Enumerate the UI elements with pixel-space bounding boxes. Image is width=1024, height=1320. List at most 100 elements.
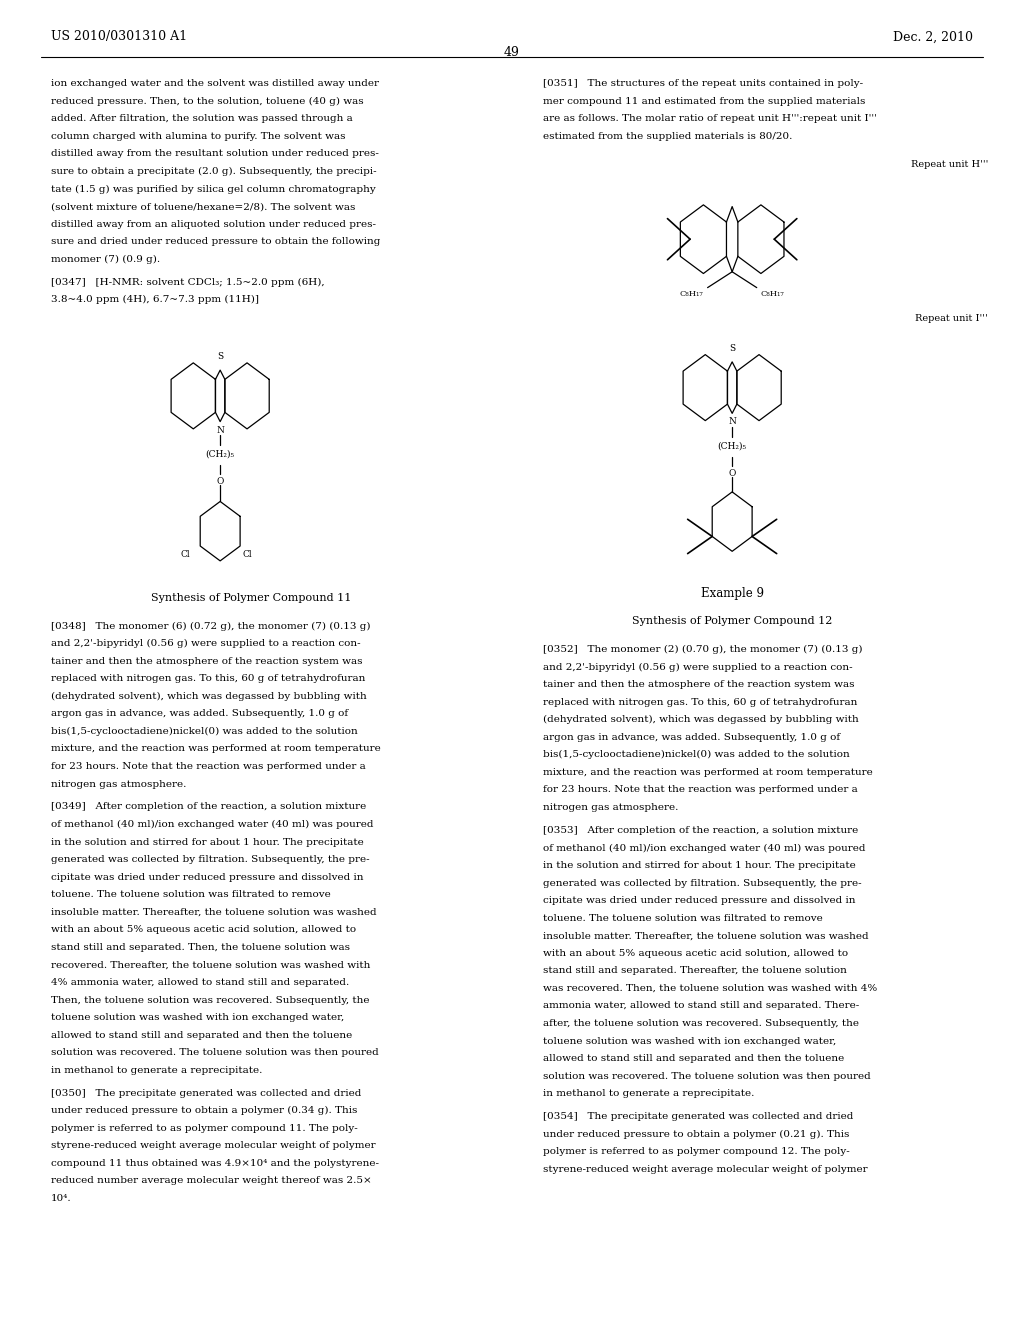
Text: for 23 hours. Note that the reaction was performed under a: for 23 hours. Note that the reaction was… — [543, 785, 857, 795]
Text: mixture, and the reaction was performed at room temperature: mixture, and the reaction was performed … — [543, 768, 872, 777]
Text: [0353]   After completion of the reaction, a solution mixture: [0353] After completion of the reaction,… — [543, 826, 858, 834]
Text: C₈H₁₇: C₈H₁₇ — [680, 290, 703, 298]
Text: O: O — [728, 469, 736, 478]
Text: generated was collected by filtration. Subsequently, the pre-: generated was collected by filtration. S… — [543, 879, 861, 887]
Text: distilled away from the resultant solution under reduced pres-: distilled away from the resultant soluti… — [51, 149, 379, 158]
Text: bis(1,5-cyclooctadiene)nickel(0) was added to the solution: bis(1,5-cyclooctadiene)nickel(0) was add… — [543, 750, 850, 759]
Text: 49: 49 — [504, 46, 520, 59]
Text: (dehydrated solvent), which was degassed by bubbling with: (dehydrated solvent), which was degassed… — [543, 715, 858, 725]
Text: estimated from the supplied materials is 80/20.: estimated from the supplied materials is… — [543, 132, 793, 141]
Text: toluene solution was washed with ion exchanged water,: toluene solution was washed with ion exc… — [543, 1036, 836, 1045]
Text: [0348]   The monomer (6) (0.72 g), the monomer (7) (0.13 g): [0348] The monomer (6) (0.72 g), the mon… — [51, 622, 371, 631]
Text: replaced with nitrogen gas. To this, 60 g of tetrahydrofuran: replaced with nitrogen gas. To this, 60 … — [51, 675, 366, 684]
Text: tainer and then the atmosphere of the reaction system was: tainer and then the atmosphere of the re… — [543, 680, 854, 689]
Text: toluene. The toluene solution was filtrated to remove: toluene. The toluene solution was filtra… — [543, 913, 822, 923]
Text: in the solution and stirred for about 1 hour. The precipitate: in the solution and stirred for about 1 … — [51, 837, 364, 846]
Text: reduced number average molecular weight thereof was 2.5×: reduced number average molecular weight … — [51, 1176, 372, 1185]
Text: replaced with nitrogen gas. To this, 60 g of tetrahydrofuran: replaced with nitrogen gas. To this, 60 … — [543, 698, 857, 706]
Text: styrene-reduced weight average molecular weight of polymer: styrene-reduced weight average molecular… — [543, 1164, 867, 1173]
Text: allowed to stand still and separated and then the toluene: allowed to stand still and separated and… — [51, 1031, 352, 1040]
Text: S: S — [729, 343, 735, 352]
Text: [0351]   The structures of the repeat units contained in poly-: [0351] The structures of the repeat unit… — [543, 79, 863, 88]
Text: added. After filtration, the solution was passed through a: added. After filtration, the solution wa… — [51, 115, 353, 123]
Text: after, the toluene solution was recovered. Subsequently, the: after, the toluene solution was recovere… — [543, 1019, 859, 1028]
Text: toluene solution was washed with ion exchanged water,: toluene solution was washed with ion exc… — [51, 1012, 344, 1022]
Text: reduced pressure. Then, to the solution, toluene (40 g) was: reduced pressure. Then, to the solution,… — [51, 96, 364, 106]
Text: distilled away from an aliquoted solution under reduced pres-: distilled away from an aliquoted solutio… — [51, 219, 376, 228]
Text: (solvent mixture of toluene/hexane=2/8). The solvent was: (solvent mixture of toluene/hexane=2/8).… — [51, 202, 355, 211]
Text: was recovered. Then, the toluene solution was washed with 4%: was recovered. Then, the toluene solutio… — [543, 983, 877, 993]
Text: monomer (7) (0.9 g).: monomer (7) (0.9 g). — [51, 255, 161, 264]
Text: (CH₂)₅: (CH₂)₅ — [718, 441, 746, 450]
Text: polymer is referred to as polymer compound 12. The poly-: polymer is referred to as polymer compou… — [543, 1147, 850, 1156]
Text: solution was recovered. The toluene solution was then poured: solution was recovered. The toluene solu… — [543, 1072, 870, 1081]
Text: sure to obtain a precipitate (2.0 g). Subsequently, the precipi-: sure to obtain a precipitate (2.0 g). Su… — [51, 168, 377, 176]
Text: [0350]   The precipitate generated was collected and dried: [0350] The precipitate generated was col… — [51, 1089, 361, 1098]
Text: allowed to stand still and separated and then the toluene: allowed to stand still and separated and… — [543, 1055, 844, 1063]
Text: mer compound 11 and estimated from the supplied materials: mer compound 11 and estimated from the s… — [543, 96, 865, 106]
Text: Example 9: Example 9 — [700, 587, 764, 599]
Text: ammonia water, allowed to stand still and separated. There-: ammonia water, allowed to stand still an… — [543, 1002, 859, 1010]
Text: Cl: Cl — [180, 550, 190, 558]
Text: with an about 5% aqueous acetic acid solution, allowed to: with an about 5% aqueous acetic acid sol… — [51, 925, 356, 935]
Text: argon gas in advance, was added. Subsequently, 1.0 g of: argon gas in advance, was added. Subsequ… — [543, 733, 840, 742]
Text: Then, the toluene solution was recovered. Subsequently, the: Then, the toluene solution was recovered… — [51, 995, 370, 1005]
Text: S: S — [217, 352, 223, 360]
Text: with an about 5% aqueous acetic acid solution, allowed to: with an about 5% aqueous acetic acid sol… — [543, 949, 848, 958]
Text: generated was collected by filtration. Subsequently, the pre-: generated was collected by filtration. S… — [51, 855, 370, 865]
Text: [0354]   The precipitate generated was collected and dried: [0354] The precipitate generated was col… — [543, 1111, 853, 1121]
Text: nitrogen gas atmosphere.: nitrogen gas atmosphere. — [543, 803, 678, 812]
Text: US 2010/0301310 A1: US 2010/0301310 A1 — [51, 30, 187, 44]
Text: and 2,2'-bipyridyl (0.56 g) were supplied to a reaction con-: and 2,2'-bipyridyl (0.56 g) were supplie… — [51, 639, 360, 648]
Text: tate (1.5 g) was purified by silica gel column chromatography: tate (1.5 g) was purified by silica gel … — [51, 185, 376, 194]
Text: [0347]   [H-NMR: solvent CDCl₃; 1.5~2.0 ppm (6H),: [0347] [H-NMR: solvent CDCl₃; 1.5~2.0 pp… — [51, 277, 325, 286]
Text: mixture, and the reaction was performed at room temperature: mixture, and the reaction was performed … — [51, 744, 381, 754]
Text: recovered. Thereafter, the toluene solution was washed with: recovered. Thereafter, the toluene solut… — [51, 961, 371, 969]
Text: Dec. 2, 2010: Dec. 2, 2010 — [893, 30, 973, 44]
Text: (dehydrated solvent), which was degassed by bubbling with: (dehydrated solvent), which was degassed… — [51, 692, 367, 701]
Text: for 23 hours. Note that the reaction was performed under a: for 23 hours. Note that the reaction was… — [51, 762, 366, 771]
Text: of methanol (40 ml)/ion exchanged water (40 ml) was poured: of methanol (40 ml)/ion exchanged water … — [543, 843, 865, 853]
Text: cipitate was dried under reduced pressure and dissolved in: cipitate was dried under reduced pressur… — [51, 873, 364, 882]
Text: solution was recovered. The toluene solution was then poured: solution was recovered. The toluene solu… — [51, 1048, 379, 1057]
Text: Repeat unit I''': Repeat unit I''' — [915, 314, 988, 323]
Text: tainer and then the atmosphere of the reaction system was: tainer and then the atmosphere of the re… — [51, 656, 362, 665]
Text: C₈H₁₇: C₈H₁₇ — [761, 290, 784, 298]
Text: polymer is referred to as polymer compound 11. The poly-: polymer is referred to as polymer compou… — [51, 1123, 358, 1133]
Text: cipitate was dried under reduced pressure and dissolved in: cipitate was dried under reduced pressur… — [543, 896, 855, 906]
Text: 10⁴.: 10⁴. — [51, 1193, 72, 1203]
Text: 4% ammonia water, allowed to stand still and separated.: 4% ammonia water, allowed to stand still… — [51, 978, 349, 987]
Text: in the solution and stirred for about 1 hour. The precipitate: in the solution and stirred for about 1 … — [543, 861, 855, 870]
Text: N: N — [216, 425, 224, 434]
Text: ion exchanged water and the solvent was distilled away under: ion exchanged water and the solvent was … — [51, 79, 379, 88]
Text: in methanol to generate a reprecipitate.: in methanol to generate a reprecipitate. — [543, 1089, 754, 1098]
Text: Cl: Cl — [242, 550, 252, 558]
Text: 3.8~4.0 ppm (4H), 6.7~7.3 ppm (11H)]: 3.8~4.0 ppm (4H), 6.7~7.3 ppm (11H)] — [51, 296, 259, 305]
Text: and 2,2'-bipyridyl (0.56 g) were supplied to a reaction con-: and 2,2'-bipyridyl (0.56 g) were supplie… — [543, 663, 852, 672]
Text: compound 11 thus obtained was 4.9×10⁴ and the polystyrene-: compound 11 thus obtained was 4.9×10⁴ an… — [51, 1159, 379, 1168]
Text: styrene-reduced weight average molecular weight of polymer: styrene-reduced weight average molecular… — [51, 1142, 376, 1150]
Text: bis(1,5-cyclooctadiene)nickel(0) was added to the solution: bis(1,5-cyclooctadiene)nickel(0) was add… — [51, 727, 358, 737]
Text: Synthesis of Polymer Compound 12: Synthesis of Polymer Compound 12 — [632, 616, 833, 626]
Text: column charged with alumina to purify. The solvent was: column charged with alumina to purify. T… — [51, 132, 346, 141]
Text: toluene. The toluene solution was filtrated to remove: toluene. The toluene solution was filtra… — [51, 890, 331, 899]
Text: under reduced pressure to obtain a polymer (0.21 g). This: under reduced pressure to obtain a polym… — [543, 1130, 849, 1139]
Text: stand still and separated. Then, the toluene solution was: stand still and separated. Then, the tol… — [51, 942, 350, 952]
Text: are as follows. The molar ratio of repeat unit H''':repeat unit I''': are as follows. The molar ratio of repea… — [543, 115, 877, 123]
Text: stand still and separated. Thereafter, the toluene solution: stand still and separated. Thereafter, t… — [543, 966, 847, 975]
Text: sure and dried under reduced pressure to obtain the following: sure and dried under reduced pressure to… — [51, 238, 381, 247]
Text: under reduced pressure to obtain a polymer (0.34 g). This: under reduced pressure to obtain a polym… — [51, 1106, 357, 1115]
Text: (CH₂)₅: (CH₂)₅ — [206, 449, 234, 458]
Text: of methanol (40 ml)/ion exchanged water (40 ml) was poured: of methanol (40 ml)/ion exchanged water … — [51, 820, 374, 829]
Text: [0352]   The monomer (2) (0.70 g), the monomer (7) (0.13 g): [0352] The monomer (2) (0.70 g), the mon… — [543, 645, 862, 655]
Text: insoluble matter. Thereafter, the toluene solution was washed: insoluble matter. Thereafter, the toluen… — [51, 908, 377, 917]
Text: Repeat unit H''': Repeat unit H''' — [910, 160, 988, 169]
Text: [0349]   After completion of the reaction, a solution mixture: [0349] After completion of the reaction,… — [51, 803, 367, 812]
Text: nitrogen gas atmosphere.: nitrogen gas atmosphere. — [51, 780, 186, 788]
Text: Synthesis of Polymer Compound 11: Synthesis of Polymer Compound 11 — [151, 593, 351, 602]
Text: argon gas in advance, was added. Subsequently, 1.0 g of: argon gas in advance, was added. Subsequ… — [51, 709, 348, 718]
Text: in methanol to generate a reprecipitate.: in methanol to generate a reprecipitate. — [51, 1065, 262, 1074]
Text: insoluble matter. Thereafter, the toluene solution was washed: insoluble matter. Thereafter, the toluen… — [543, 931, 868, 940]
Text: N: N — [728, 417, 736, 426]
Text: O: O — [216, 477, 224, 486]
